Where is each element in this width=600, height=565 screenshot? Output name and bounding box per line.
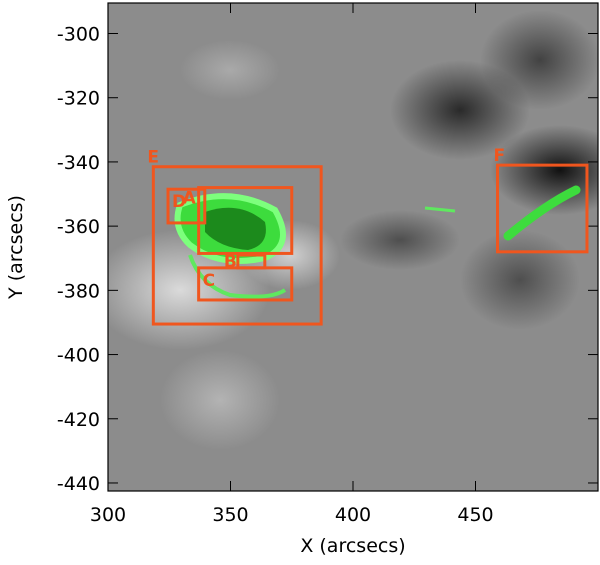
x-tick-label: 400 [335,504,371,526]
region-label: F [494,146,506,166]
y-tick-label: -400 [57,345,100,367]
y-tick-label: -340 [57,152,100,174]
y-tick-label: -300 [57,24,100,46]
region-box [197,266,294,302]
y-axis-label: Y (arcsecs) [5,195,27,300]
x-tick-label: 350 [212,504,248,526]
region-box [197,186,294,255]
region-label: A [183,189,197,209]
region-box [496,163,589,254]
x-tick-label: 450 [457,504,493,526]
y-tick-label: -360 [57,216,100,238]
region-label: D [172,192,186,212]
region-label: E [147,148,159,168]
region-label: C [203,271,215,291]
x-tick-label: 300 [90,504,126,526]
y-tick-label: -420 [57,409,100,431]
y-tick-label: -380 [57,280,100,302]
y-tick-label: -440 [57,473,100,495]
y-tick-label: -320 [57,88,100,110]
magnetogram [108,3,598,491]
region-box [151,165,323,326]
region-box [166,187,207,225]
x-axis-label: X (arcsecs) [300,535,405,557]
